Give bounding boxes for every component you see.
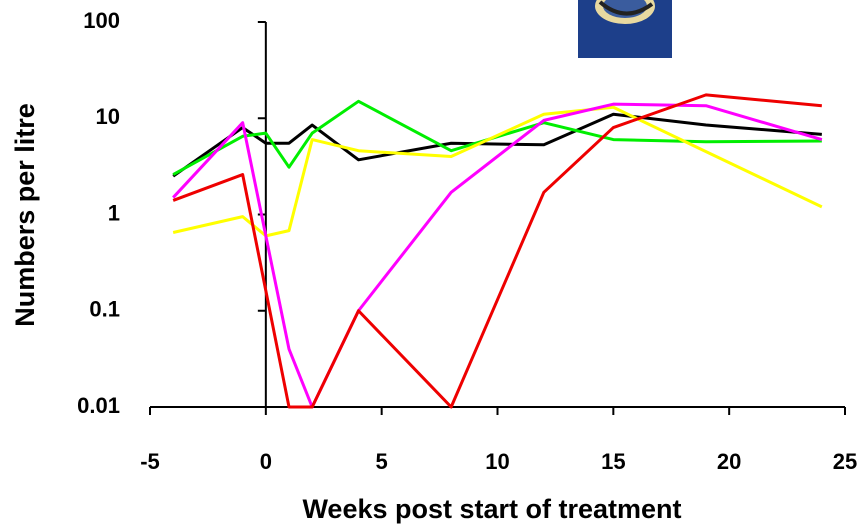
- y-tick-label: 1: [108, 200, 120, 225]
- x-axis-title: Weeks post start of treatment: [302, 494, 681, 524]
- photo: [578, 0, 672, 58]
- series-line: [172, 102, 823, 409]
- x-tick-label: 5: [376, 449, 388, 474]
- series-line: [172, 112, 822, 178]
- x-tick-label: 15: [601, 449, 625, 474]
- series-line: [172, 105, 823, 238]
- y-tick-label: 10: [96, 104, 120, 129]
- x-tick-label: 0: [260, 449, 272, 474]
- x-tick-label: 20: [717, 449, 741, 474]
- y-tick-label: 0.1: [89, 297, 120, 322]
- series-line: [172, 93, 822, 409]
- y-tick-label: 100: [83, 8, 120, 33]
- x-tick-label: 10: [485, 449, 509, 474]
- series-line: [172, 99, 822, 176]
- y-axis-title: Numbers per litre: [10, 103, 40, 327]
- y-tick-label: 0.01: [77, 393, 120, 418]
- x-tick-label: -5: [140, 449, 160, 474]
- x-tick-label: 25: [833, 449, 857, 474]
